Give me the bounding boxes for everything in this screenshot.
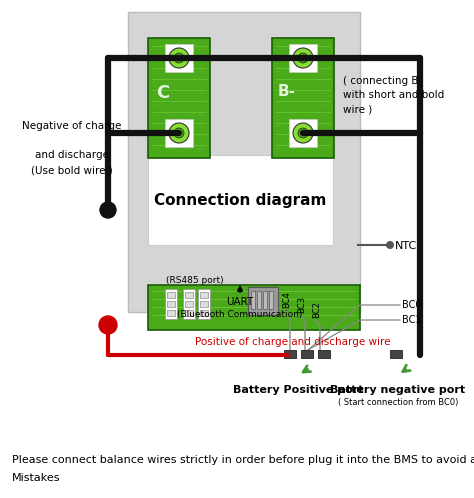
Text: C: C [156,84,169,102]
Text: Negative of charge

and discharge
(Use bold wire ): Negative of charge and discharge (Use bo… [22,121,122,175]
Bar [185,301,193,307]
Circle shape [100,202,116,218]
Text: ( Start connection from BC0): ( Start connection from BC0) [338,397,458,406]
Bar [272,38,334,158]
Bar [167,292,175,298]
Bar [269,291,273,309]
Circle shape [99,316,117,334]
Bar [318,350,330,358]
Text: Please connect balance wires strictly in order before plug it into the BMS to av: Please connect balance wires strictly in… [12,455,474,483]
Circle shape [174,128,184,138]
Bar [148,38,210,158]
Circle shape [169,48,189,68]
Bar [390,350,402,358]
Circle shape [298,53,308,63]
Bar [185,292,193,298]
Bar [148,285,360,330]
Text: Positive of charge and discharge wire: Positive of charge and discharge wire [195,337,391,347]
Bar [198,289,210,319]
Bar [263,291,267,309]
Bar [128,12,360,312]
Text: (RS485 port): (RS485 port) [166,275,224,284]
Bar [248,287,278,315]
Text: BC0: BC0 [402,300,421,310]
Bar [200,310,208,316]
Bar [289,44,317,72]
Bar [165,44,193,72]
Text: NTC: NTC [395,241,417,251]
Bar [257,291,261,309]
Text: BC1: BC1 [402,315,421,325]
Text: Connection diagram: Connection diagram [154,193,326,208]
Bar [183,289,195,319]
Text: ( connecting B-
with short and bold
wire ): ( connecting B- with short and bold wire… [343,76,444,114]
Circle shape [293,123,313,143]
Bar [301,350,313,358]
Circle shape [169,123,189,143]
Text: (Bluetooth Communication): (Bluetooth Communication) [177,309,303,319]
Text: UART: UART [227,297,254,307]
Text: BC2: BC2 [312,301,321,318]
Text: Battery Positive port: Battery Positive port [233,385,363,395]
Circle shape [174,53,184,63]
Bar [251,291,255,309]
Text: Battery negative port: Battery negative port [330,385,465,395]
Bar [284,350,296,358]
Bar [167,301,175,307]
Circle shape [298,128,308,138]
Text: BC4: BC4 [283,291,292,308]
Bar [167,310,175,316]
Bar [165,289,177,319]
Bar [200,292,208,298]
Bar [200,301,208,307]
Text: BC3: BC3 [298,296,307,313]
Bar [148,155,333,245]
Bar [185,310,193,316]
Text: B-: B- [278,84,296,99]
Bar [165,119,193,147]
Circle shape [293,48,313,68]
Bar [289,119,317,147]
Circle shape [386,241,394,249]
